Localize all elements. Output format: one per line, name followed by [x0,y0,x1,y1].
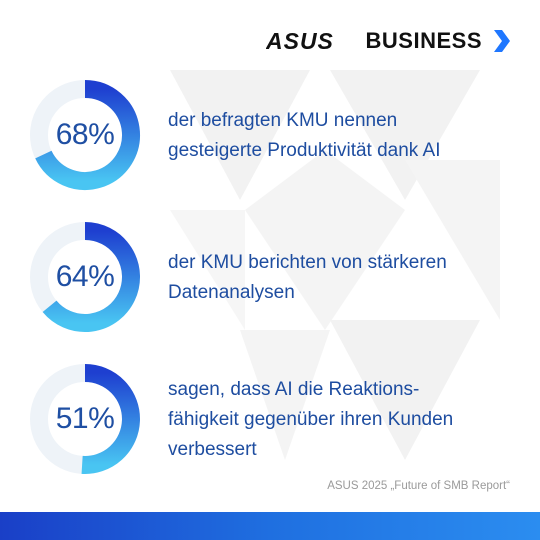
stat-data-analysis: 64% der KMU berichten von stärkeren Date… [0,220,540,340]
description-line: der KMU berichten von stärkeren [168,252,447,273]
description-line: der befragten KMU nennen [168,110,398,131]
donut-chart [30,364,140,474]
source-note: ASUS 2025 „Future of SMB Report“ [327,480,510,492]
description-line: gesteigerte Produktivität dank AI [168,140,441,161]
description-line: fähigkeit gegenüber ihren Kunden [168,409,454,430]
stat-customer-responsiveness: 51% sagen, dass AI die Reaktions- fähigk… [0,362,540,482]
stat-description: der KMU berichten von stärkeren Datenana… [168,248,518,308]
donut-arc [35,80,140,190]
donut-chart [30,222,140,332]
donut-arc [42,222,140,332]
footer-bar [0,512,540,540]
asus-logo-text: ASUS [266,30,334,52]
description-line: verbessert [168,439,257,460]
donut-ring [28,220,142,334]
donut-ring [28,78,142,192]
donut-chart [30,80,140,190]
donut-arc [81,364,140,474]
percentage-value: 51% [55,402,115,435]
stat-description: sagen, dass AI die Reaktions- fähigkeit … [168,375,518,465]
percentage-value: 68% [55,118,115,151]
donut-ring [28,362,142,476]
asus-logo: ASUS [266,30,334,52]
chevron-right-icon [494,30,510,52]
business-wordmark: BUSINESS [365,28,482,53]
stat-description: der befragten KMU nennen gesteigerte Pro… [168,106,518,166]
stat-productivity: 68% der befragten KMU nennen gesteigerte… [0,78,540,198]
brand-header: ASUS BUSINESS [266,26,510,56]
description-line: Datenanalysen [168,282,295,303]
description-line: sagen, dass AI die Reaktions- [168,379,420,400]
percentage-value: 64% [55,260,115,293]
